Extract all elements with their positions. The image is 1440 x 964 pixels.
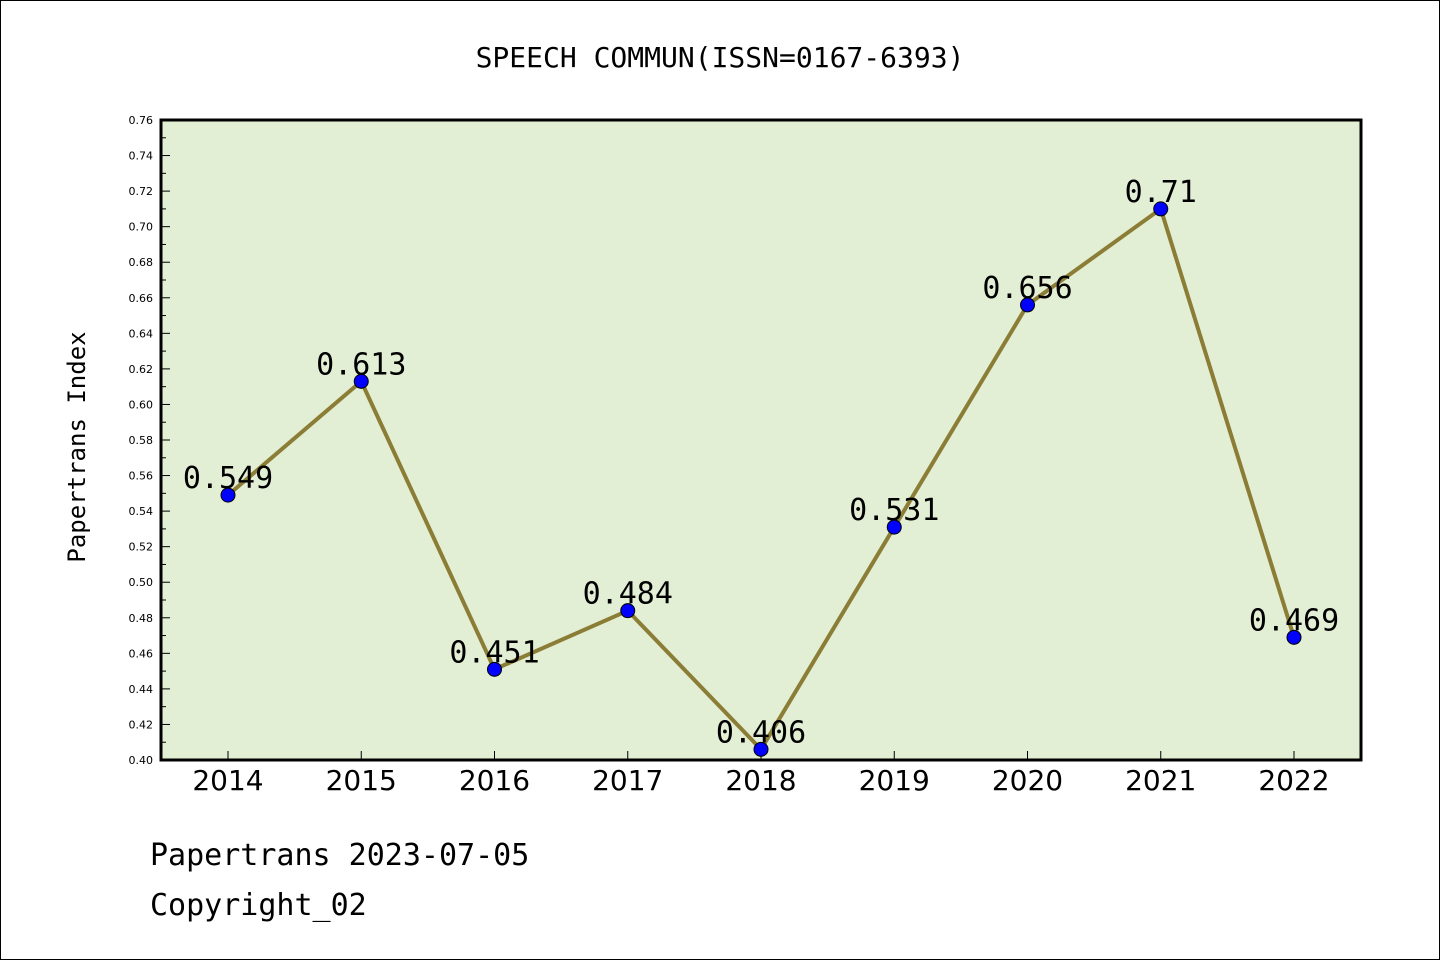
y-tick-label: 0.44 — [129, 683, 154, 696]
y-axis: 0.40 0.42 0.44 0.46 0.48 0.50 0.52 0.54 0.56 0.58… — [129, 114, 170, 767]
data-point — [1286, 629, 1302, 645]
x-tick-label: 2022 — [1258, 764, 1329, 797]
data-label: 0.531 — [849, 493, 939, 528]
y-axis-label: Papertrans Index — [63, 331, 91, 562]
data-point — [1153, 201, 1169, 217]
data-label: 0.613 — [316, 347, 406, 382]
x-tick-label: 2019 — [859, 764, 930, 797]
x-tick-label: 2018 — [725, 764, 796, 797]
y-tick-label: 0.54 — [129, 505, 154, 518]
data-point — [620, 603, 636, 619]
x-tick-label: 2016 — [459, 764, 530, 797]
data-labels: 0.549 0.613 0.451 0.484 0.406 0.531 0.656 0.71 0… — [183, 175, 1339, 750]
y-tick-label: 0.46 — [129, 647, 154, 660]
x-tick-label: 2021 — [1125, 764, 1196, 797]
y-tick-label: 0.66 — [129, 292, 154, 305]
data-label: 0.71 — [1125, 175, 1197, 210]
data-points — [220, 201, 1302, 757]
footer-copyright: Copyright_02 — [150, 888, 367, 923]
data-label: 0.469 — [1249, 603, 1339, 638]
y-tick-label: 0.58 — [129, 434, 154, 447]
y-tick-label: 0.48 — [129, 612, 154, 625]
y-tick-label: 0.74 — [129, 150, 154, 163]
data-point — [487, 661, 502, 677]
data-label: 0.406 — [716, 715, 806, 750]
data-point — [353, 373, 369, 389]
y-tick-label: 0.62 — [129, 363, 154, 376]
data-point — [886, 519, 902, 535]
x-tick-label: 2017 — [592, 764, 663, 797]
plot-area — [159, 118, 1363, 762]
x-axis: 2014 2015 2016 2017 2018 2019 2020 2021 2022 — [192, 751, 1330, 797]
footer-date: Papertrans 2023-07-05 — [150, 838, 529, 873]
y-tick-label: 0.52 — [129, 541, 154, 554]
y-tick-label: 0.60 — [129, 398, 154, 411]
data-point — [220, 487, 236, 503]
data-label: 0.656 — [982, 271, 1072, 306]
data-label: 0.451 — [449, 635, 539, 670]
y-tick-label: 0.70 — [129, 221, 154, 234]
y-tick-label: 0.68 — [129, 256, 154, 269]
y-tick-label: 0.42 — [129, 718, 154, 731]
x-tick-label: 2014 — [192, 764, 263, 797]
y-tick-label: 0.72 — [129, 185, 154, 198]
data-label: 0.484 — [583, 577, 673, 612]
x-tick-label: 2020 — [992, 764, 1063, 797]
y-tick-label: 0.56 — [129, 470, 154, 483]
y-tick-label: 0.50 — [129, 576, 154, 589]
x-tick-label: 2015 — [326, 764, 397, 797]
chart-title: SPEECH COMMUN(ISSN=0167-6393) — [476, 41, 965, 74]
y-tick-label: 0.40 — [129, 754, 154, 767]
data-point — [1020, 297, 1035, 313]
y-tick-label: 0.64 — [129, 327, 154, 340]
y-tick-label: 0.76 — [129, 114, 154, 127]
data-point — [753, 741, 769, 757]
data-label: 0.549 — [183, 461, 273, 496]
